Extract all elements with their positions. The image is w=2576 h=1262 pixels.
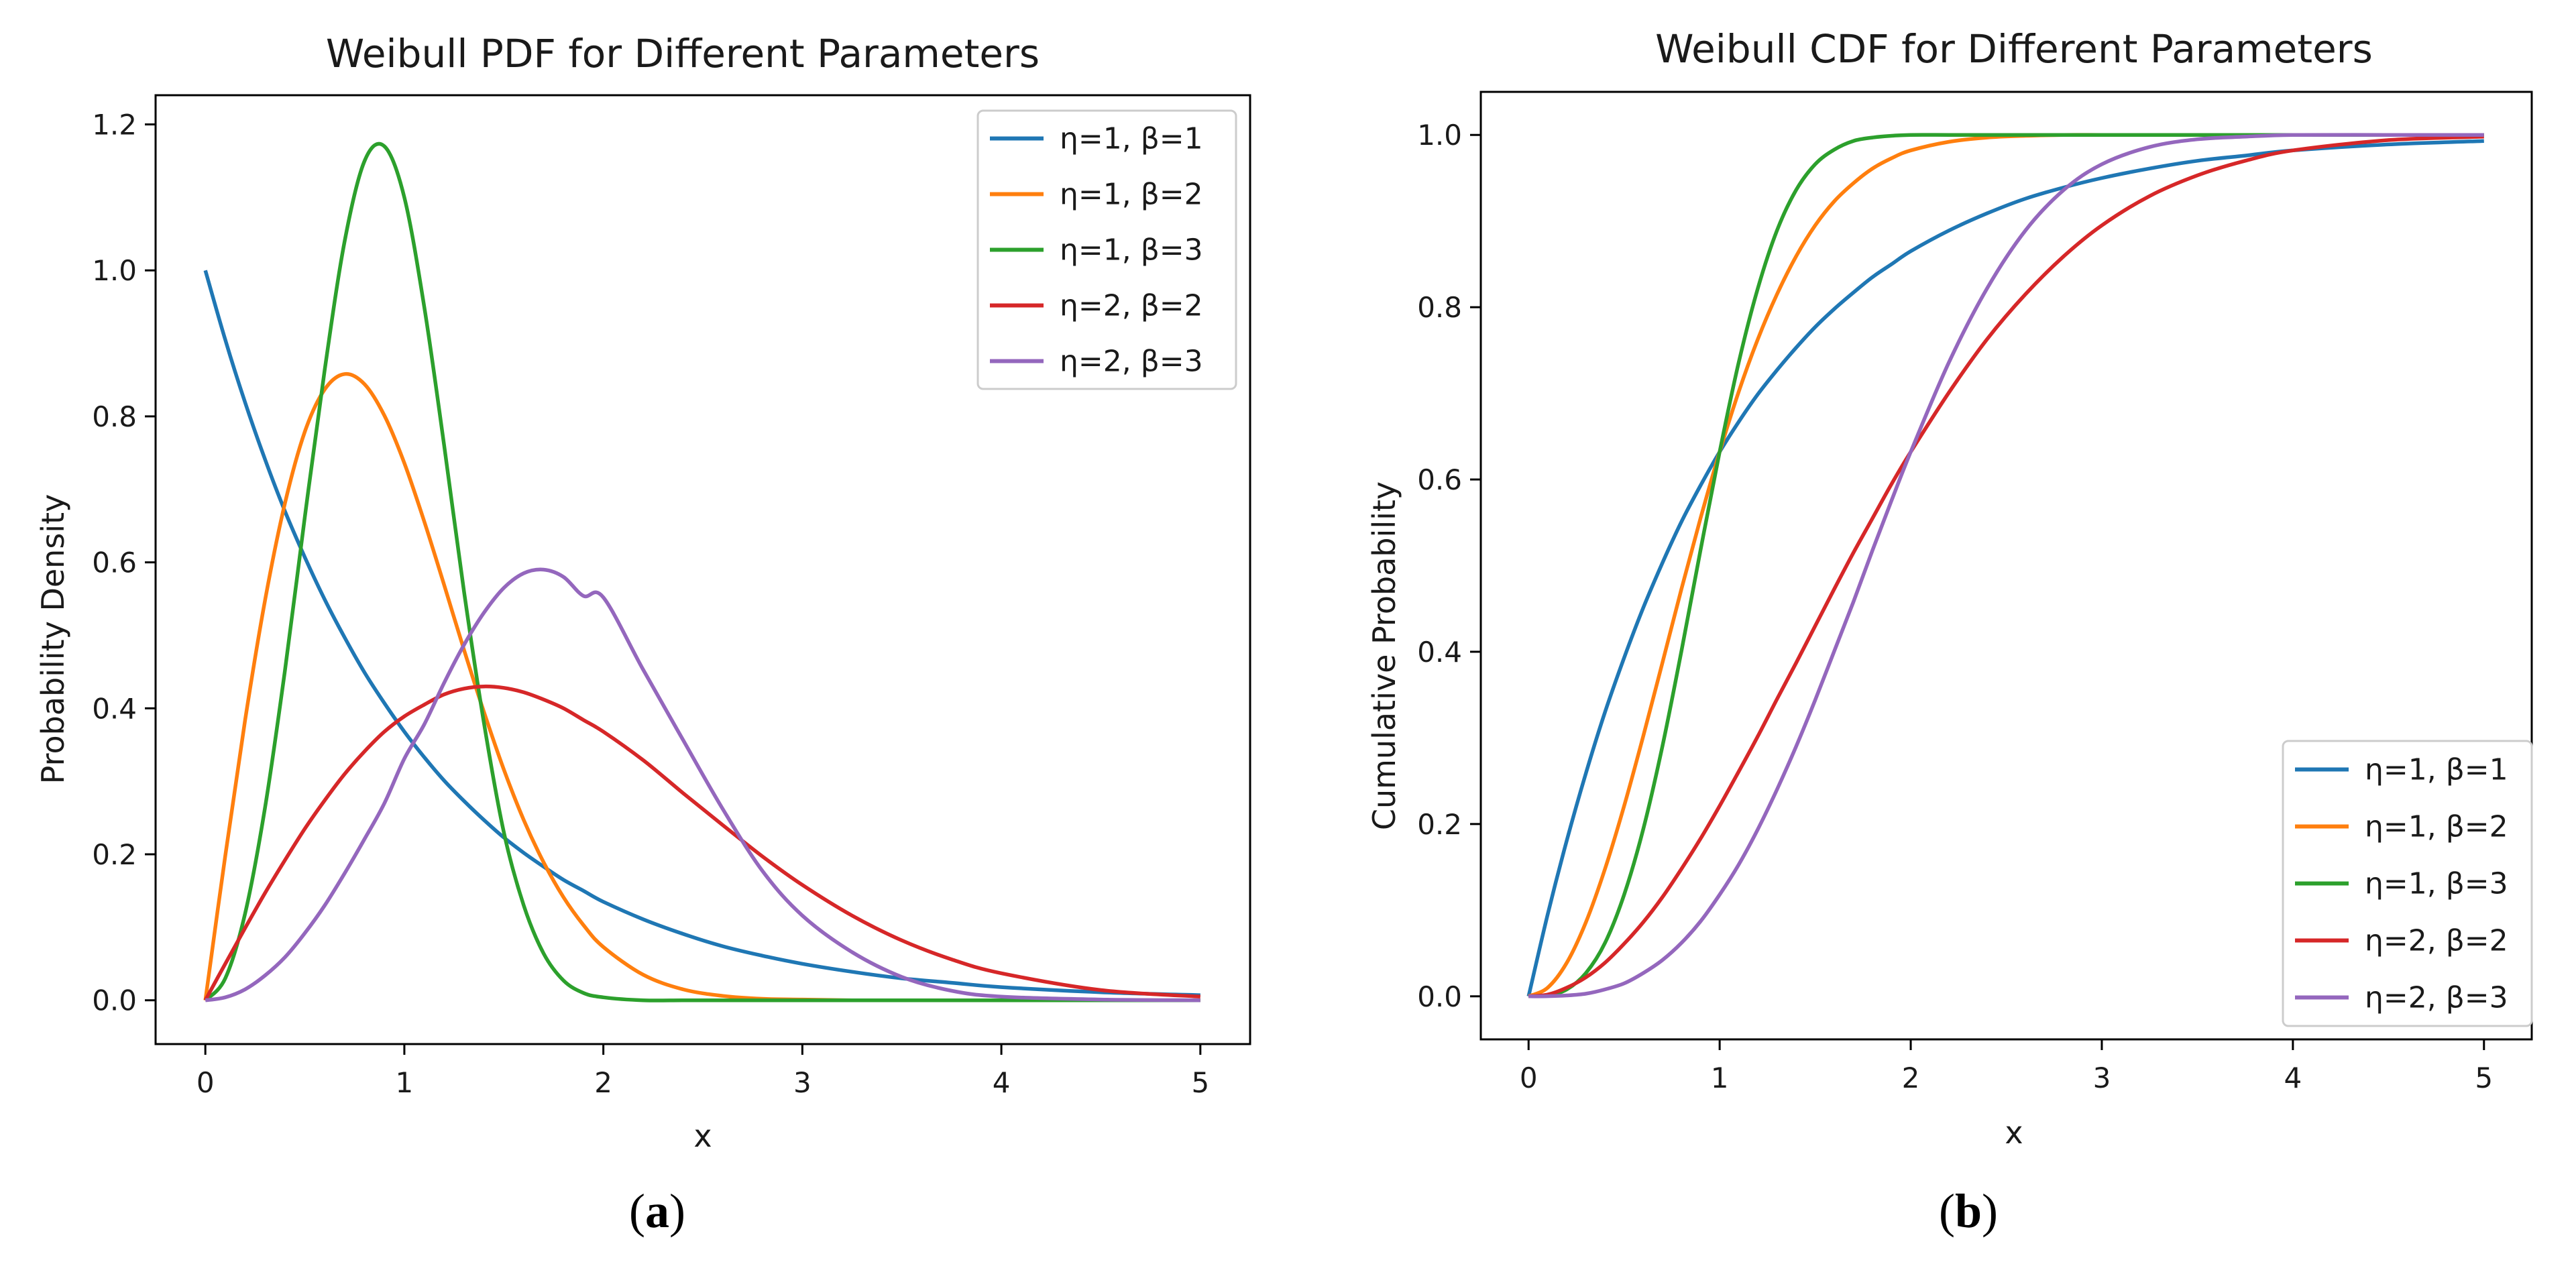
- panel-a-caption: (a): [629, 1184, 685, 1238]
- panel-a: Weibull PDF for Different Parameters x P…: [35, 31, 1251, 1238]
- cdf-y-tick-label: 0.8: [1417, 291, 1462, 324]
- cdf-chart-title: Weibull CDF for Different Parameters: [1655, 26, 2373, 72]
- pdf-legend-label: η=1, β=3: [1060, 233, 1203, 268]
- pdf-legend-box: [976, 109, 1237, 390]
- pdf-legend-label: η=2, β=3: [1060, 345, 1203, 379]
- cdf-legend-label: η=2, β=2: [2365, 924, 2508, 958]
- pdf-y-tick-label: 0.4: [92, 692, 137, 725]
- cdf-series-line-3: [1528, 133, 2484, 998]
- pdf-legend: η=1, β=1 η=1, β=2 η=1, β=3 η=2, β=2 η=2, β=3: [976, 109, 1237, 390]
- pdf-series-line-5: [205, 567, 1200, 1002]
- pdf-series-line-1: [203, 270, 1200, 997]
- cdf-y-tick-label: 0.0: [1417, 980, 1462, 1013]
- panel-a-caption-letter: a: [645, 1184, 669, 1238]
- cdf-x-tick-label: 2: [1902, 1062, 1920, 1094]
- pdf-axes-frame: [154, 94, 1251, 1045]
- pdf-x-tick-label: 5: [1191, 1066, 1209, 1099]
- cdf-legend-label: η=1, β=2: [2365, 810, 2508, 844]
- cdf-x-tick-label: 3: [2093, 1062, 2111, 1094]
- pdf-x-tick-label: 3: [793, 1066, 811, 1099]
- cdf-legend: η=1, β=1 η=1, β=2 η=1, β=3 η=2, β=2 η=2, β=3: [2282, 740, 2533, 1027]
- cdf-legend-label: η=1, β=3: [2365, 867, 2508, 901]
- pdf-x-tick-label: 1: [396, 1066, 414, 1099]
- panel-b-caption: (b): [1939, 1184, 1998, 1238]
- cdf-axes-frame: [1479, 91, 2533, 1041]
- panel-b: Weibull CDF for Different Parameters x C…: [1366, 26, 2533, 1238]
- pdf-y-tick-label: 0.0: [92, 984, 137, 1017]
- cdf-x-tick-label: 1: [1711, 1062, 1729, 1094]
- pdf-x-tick-label: 2: [594, 1066, 612, 1099]
- cdf-x-tick-label: 4: [2284, 1062, 2302, 1094]
- cdf-legend-label: η=1, β=1: [2365, 753, 2508, 787]
- pdf-legend-label: η=1, β=1: [1060, 122, 1203, 156]
- pdf-x-tick-label: 4: [993, 1066, 1011, 1099]
- cdf-series-line-4: [1528, 135, 2484, 998]
- cdf-x-tick-label: 0: [1520, 1062, 1538, 1094]
- cdf-series-line-1: [1526, 139, 2484, 997]
- pdf-x-tick-label: 0: [197, 1066, 215, 1099]
- pdf-x-axis-label: x: [693, 1118, 712, 1154]
- cdf-y-tick-label: 0.4: [1417, 636, 1462, 669]
- pdf-y-tick-label: 0.6: [92, 547, 137, 579]
- cdf-legend-label: η=2, β=3: [2365, 981, 2508, 1015]
- cdf-y-tick-label: 0.2: [1417, 808, 1462, 841]
- cdf-legend-box: [2282, 740, 2533, 1027]
- cdf-x-axis-label: x: [2005, 1114, 2023, 1151]
- pdf-series-line-4: [203, 684, 1200, 1002]
- cdf-x-tick-label: 5: [2475, 1062, 2493, 1094]
- pdf-chart-title: Weibull PDF for Different Parameters: [326, 31, 1040, 76]
- pdf-y-tick-label: 0.2: [92, 838, 137, 871]
- pdf-series-line-3: [204, 141, 1200, 1002]
- pdf-plot-area: 0 1 2 3 4 50.00.20.40.60.81.01.2 η=1, β=1η=1, …: [92, 94, 1251, 1099]
- cdf-y-tick-label: 0.6: [1417, 463, 1462, 496]
- pdf-y-axis-label: Probability Density: [35, 494, 71, 785]
- pdf-legend-label: η=1, β=2: [1060, 178, 1203, 212]
- panel-b-caption-letter: b: [1955, 1184, 1982, 1238]
- pdf-y-tick-label: 1.0: [92, 254, 137, 287]
- pdf-y-tick-label: 0.8: [92, 400, 137, 433]
- cdf-y-axis-label: Cumulative Probability: [1366, 481, 1402, 830]
- pdf-series-line-2: [203, 371, 1200, 1002]
- cdf-series-line-5: [1528, 133, 2484, 998]
- pdf-y-tick-label: 1.2: [92, 109, 137, 141]
- pdf-legend-label: η=2, β=2: [1060, 289, 1203, 323]
- cdf-y-tick-label: 1.0: [1417, 119, 1462, 152]
- cdf-plot-area: 0 1 2 3 4 5 0.0 0.2 0.4 0.6 0.8 1.0 η=1, β=1 η=1, β=2…: [1417, 91, 2533, 1094]
